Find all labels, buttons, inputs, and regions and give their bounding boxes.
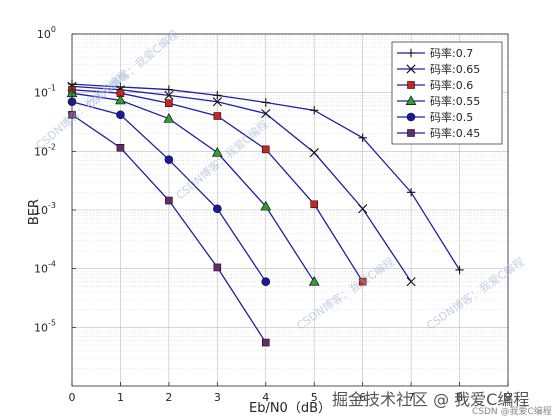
y-axis-ticks: 100 10-1 10-2 10-3 10-4 10-5 [34,25,76,334]
data-point [164,155,174,165]
series-line [71,85,412,283]
series-1 [67,79,464,275]
series-4 [66,87,320,286]
legend-marker [407,129,415,137]
y-tick-label: 10-1 [34,84,56,100]
legend: 码率:0.7 码率:0.65 码率:0.6 码率:0.55 码率:0.5 码率:0.45 [391,41,503,145]
data-point [308,275,320,286]
legend-entry: 码率:0.45 [397,126,480,140]
data-point [261,277,271,286]
data-point [406,277,416,287]
legend-marker [406,48,416,58]
data-point [116,110,125,120]
data-point [358,277,367,286]
legend-label: 码率:0.6 [430,78,473,92]
legend-entry: 码率:0.55 [397,94,480,108]
watermark-author: CSDN @我爱C编程 [472,407,552,417]
legend-entry: 码率:0.5 [397,110,473,124]
legend-label: 码率:0.5 [430,110,473,124]
x-tick-label: 6 [359,391,366,404]
legend-label: 码率:0.7 [430,46,473,60]
series-5 [67,97,271,286]
legend-marker [406,112,416,122]
series-layer [66,79,464,347]
legend-label: 码率:0.65 [430,62,480,76]
legend-marker [405,95,417,105]
data-point [310,200,319,209]
x-tick-label: 8 [456,391,463,404]
data-point [212,97,222,107]
data-point [164,90,174,100]
data-point [211,146,223,157]
data-point [213,112,222,120]
y-axis-title: BER [27,199,42,225]
data-point [358,204,368,214]
legend-marker [407,81,415,89]
legend-label: 码率:0.55 [430,94,480,108]
series-line [71,92,315,283]
x-tick-label: 0 [69,391,76,404]
y-tick-label: 10-4 [34,260,56,276]
x-axis-ticks: 0 1 2 3 4 5 6 7 8 9 [69,382,512,404]
y-tick-label: 10-5 [34,318,56,334]
data-point [310,106,319,115]
legend-entry: 码率:0.7 [397,46,473,60]
legend-entry: 码率:0.6 [397,78,473,92]
data-point [260,200,272,211]
x-tick-label: 1 [117,391,124,404]
data-point [213,91,222,100]
data-point [116,143,125,152]
data-point [164,85,174,94]
x-tick-label: 4 [262,391,269,404]
data-point [213,204,222,214]
x-tick-label: 2 [165,391,172,404]
data-point [358,133,367,143]
x-tick-label: 7 [408,391,415,404]
watermark-site: 掘金技术社区 @ 我爱C编程 [332,390,530,409]
y-tick-label: 10-3 [34,201,56,217]
legend-label: 码率:0.45 [430,126,480,140]
x-tick-label: 5 [311,391,318,404]
data-point [261,108,271,119]
data-point [261,145,270,154]
y-tick-label: 100 [37,25,56,41]
data-point [261,338,270,347]
legend-marker [406,64,416,74]
x-tick-label: 3 [214,391,221,404]
data-point [406,188,416,197]
data-point [309,148,319,158]
legend-box [391,41,503,145]
x-tick-label: 9 [505,391,512,404]
data-point [455,265,464,275]
data-point [115,94,126,105]
y-tick-label: 10-2 [34,142,56,158]
data-point [213,263,222,272]
legend-entry: 码率:0.65 [397,62,480,76]
x-axis-title: Eb/N0（dB） [249,401,331,416]
data-point [165,99,173,108]
data-point [165,196,173,205]
data-point [261,98,270,107]
grid [71,33,509,386]
data-point [163,112,175,123]
